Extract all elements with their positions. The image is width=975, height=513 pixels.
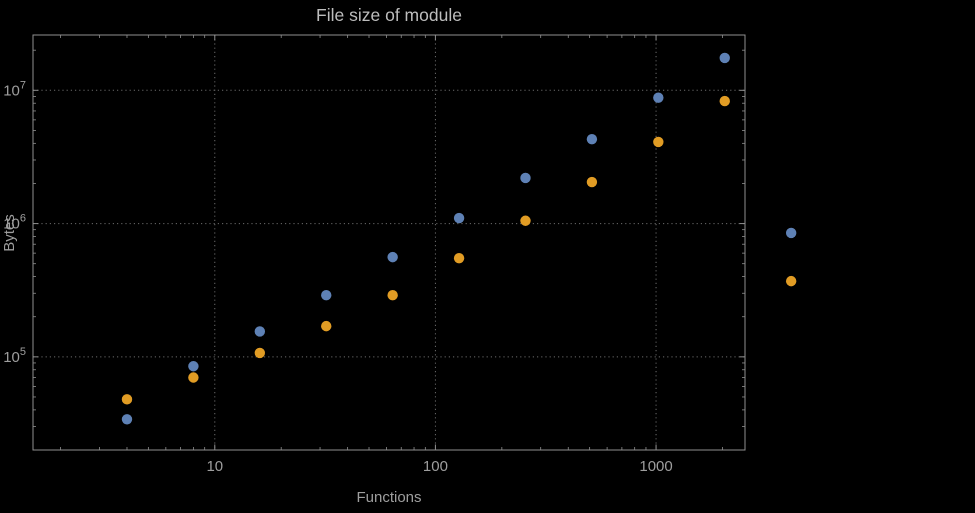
point-blue (188, 361, 199, 372)
y-tick-label: 105 (3, 346, 26, 366)
point-orange (254, 347, 266, 359)
point-blue (121, 414, 133, 425)
point-blue (387, 251, 398, 263)
point-orange (719, 95, 730, 107)
point-orange (785, 275, 797, 287)
y-tick-label: 107 (3, 79, 26, 99)
point-orange (586, 176, 598, 188)
point-orange (453, 252, 465, 264)
point-orange (188, 372, 199, 383)
point-blue (785, 227, 797, 239)
point-blue (453, 212, 465, 224)
point-orange (387, 290, 398, 301)
point-orange (121, 394, 133, 405)
point-orange (321, 320, 332, 332)
point-orange (520, 215, 531, 226)
point-orange (653, 136, 664, 148)
x-tick-label: 10 (206, 458, 223, 475)
x-axis-label: Functions (356, 489, 422, 506)
point-blue (586, 133, 598, 145)
point-blue (321, 290, 332, 301)
point-blue (719, 52, 730, 64)
point-blue (520, 172, 531, 184)
chart-title: File size of module (316, 5, 462, 25)
point-blue (653, 92, 664, 103)
x-tick-label: 100 (423, 458, 448, 475)
point-blue (254, 326, 266, 337)
y-axis-label: Bytes (1, 214, 18, 252)
x-tick-label: 1000 (639, 458, 672, 475)
y-tick-label: 106 (3, 213, 26, 233)
plot-frame (32, 34, 746, 451)
